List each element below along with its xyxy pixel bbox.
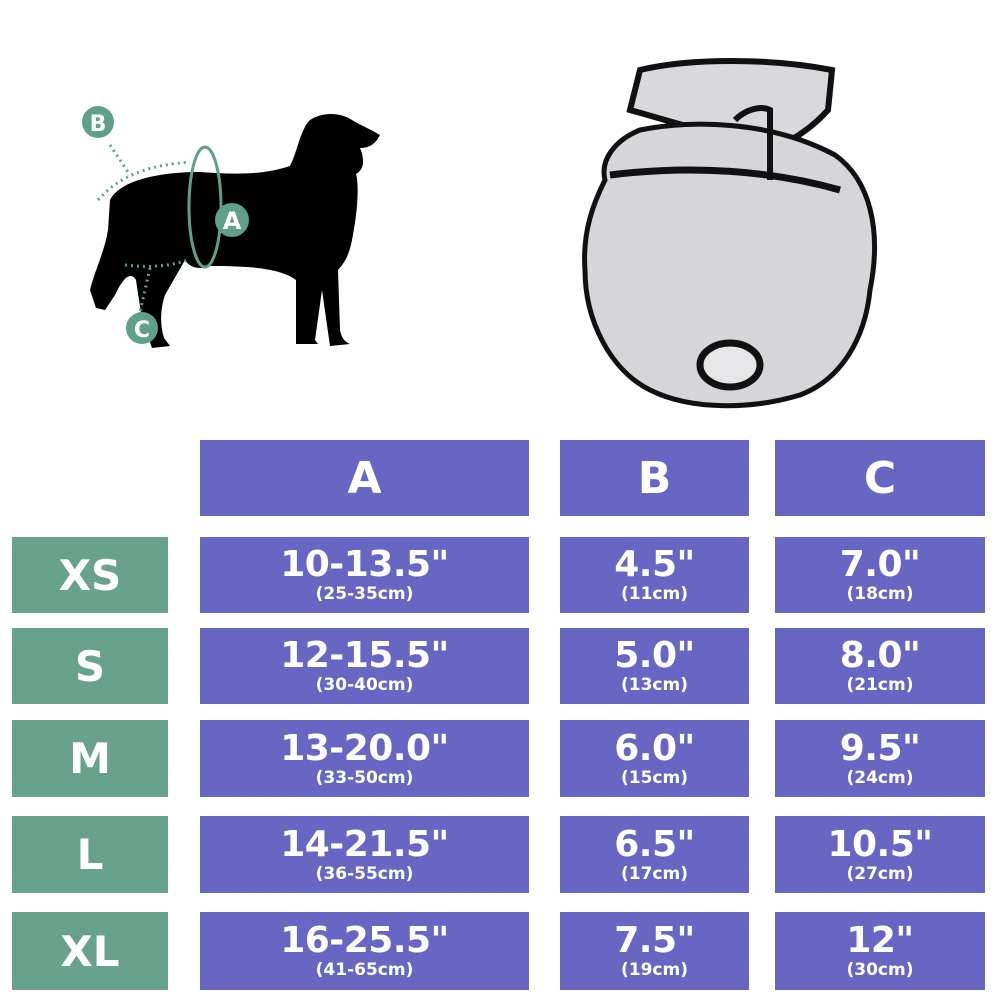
svg-text:A: A bbox=[223, 207, 242, 235]
size-label-xl: XL bbox=[12, 912, 168, 990]
cm-value: (18cm) bbox=[846, 584, 914, 604]
column-header-c: C bbox=[775, 440, 985, 516]
column-header-label: A bbox=[347, 452, 382, 504]
size-text: L bbox=[76, 830, 104, 879]
marker-a: A bbox=[215, 203, 249, 237]
measurement-cell-b: 7.5" (19cm) bbox=[560, 912, 749, 990]
measurement-cell-c: 9.5" (24cm) bbox=[775, 720, 985, 797]
inches-value: 12" bbox=[846, 920, 914, 961]
measurement-cell-c: 10.5" (27cm) bbox=[775, 816, 985, 893]
cm-value: (13cm) bbox=[621, 675, 688, 695]
inches-value: 10-13.5" bbox=[280, 544, 449, 585]
measurement-cell-a: 13-20.0" (33-50cm) bbox=[200, 720, 529, 797]
column-header-label: B bbox=[637, 452, 672, 504]
measurement-cell-b: 4.5" (11cm) bbox=[560, 537, 749, 613]
cm-value: (15cm) bbox=[621, 767, 688, 788]
cm-value: (36-55cm) bbox=[315, 863, 414, 884]
inches-value: 16-25.5" bbox=[280, 920, 449, 961]
measurement-cell-b: 6.5" (17cm) bbox=[560, 816, 749, 893]
size-label-s: S bbox=[12, 628, 168, 704]
cm-value: (25-35cm) bbox=[315, 584, 414, 604]
inches-value: 14-21.5" bbox=[280, 823, 449, 865]
cm-value: (30cm) bbox=[846, 960, 914, 980]
measurement-cell-c: 8.0" (21cm) bbox=[775, 628, 985, 704]
cm-value: (21cm) bbox=[846, 675, 914, 695]
inches-value: 7.5" bbox=[614, 920, 695, 961]
column-header-label: C bbox=[863, 452, 897, 504]
size-label-m: M bbox=[12, 720, 168, 797]
measurement-cell-c: 12" (30cm) bbox=[775, 912, 985, 990]
measurement-cell-a: 14-21.5" (36-55cm) bbox=[200, 816, 529, 893]
measurement-cell-c: 7.0" (18cm) bbox=[775, 537, 985, 613]
inches-value: 10.5" bbox=[827, 823, 933, 865]
diaper-product-image bbox=[582, 58, 877, 409]
size-text: M bbox=[69, 734, 111, 783]
cm-value: (17cm) bbox=[621, 863, 688, 884]
inches-value: 5.0" bbox=[614, 635, 695, 676]
cm-value: (30-40cm) bbox=[315, 675, 414, 695]
inches-value: 4.5" bbox=[614, 544, 695, 585]
marker-c: C bbox=[126, 312, 158, 344]
measurement-cell-b: 5.0" (13cm) bbox=[560, 628, 749, 704]
measurement-cell-a: 16-25.5" (41-65cm) bbox=[200, 912, 529, 990]
girth-ring bbox=[187, 145, 223, 269]
measurement-cell-a: 12-15.5" (30-40cm) bbox=[200, 628, 529, 704]
cm-value: (11cm) bbox=[621, 584, 688, 604]
marker-b: B bbox=[82, 106, 114, 138]
cm-value: (41-65cm) bbox=[315, 960, 414, 980]
inches-value: 13-20.0" bbox=[280, 727, 449, 769]
cm-value: (24cm) bbox=[846, 767, 914, 788]
inches-value: 7.0" bbox=[839, 544, 921, 585]
dog-measurement-illustration: A B C bbox=[82, 106, 380, 348]
svg-text:C: C bbox=[134, 318, 150, 343]
cm-value: (19cm) bbox=[621, 960, 688, 980]
size-label-l: L bbox=[12, 816, 168, 893]
size-label-xs: XS bbox=[12, 537, 168, 613]
inches-value: 8.0" bbox=[839, 635, 921, 676]
column-header-b: B bbox=[560, 440, 749, 516]
size-text: XS bbox=[58, 550, 122, 600]
cm-value: (33-50cm) bbox=[315, 767, 414, 788]
inches-value: 6.5" bbox=[614, 823, 695, 865]
inches-value: 6.0" bbox=[614, 727, 695, 769]
svg-text:B: B bbox=[90, 112, 107, 137]
measurement-cell-a: 10-13.5" (25-35cm) bbox=[200, 537, 529, 613]
size-text: S bbox=[74, 641, 106, 691]
inches-value: 9.5" bbox=[839, 727, 921, 769]
size-text: XL bbox=[60, 926, 120, 976]
measurement-cell-b: 6.0" (15cm) bbox=[560, 720, 749, 797]
cm-value: (27cm) bbox=[846, 863, 914, 884]
column-header-a: A bbox=[200, 440, 529, 516]
inches-value: 12-15.5" bbox=[280, 635, 449, 676]
